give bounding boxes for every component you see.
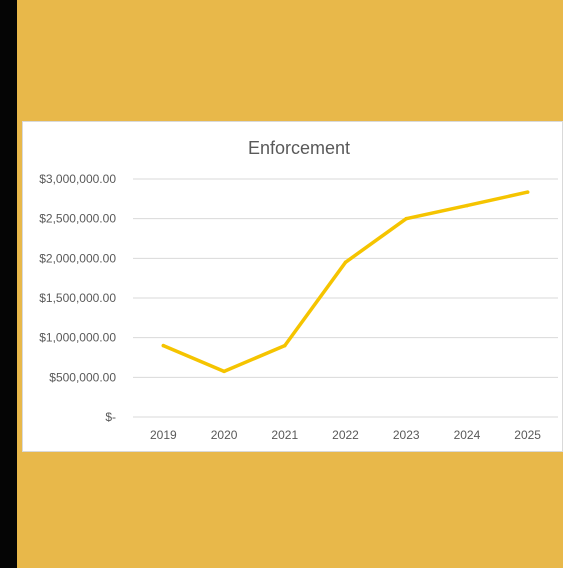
left-edge-panel (0, 0, 17, 568)
x-tick-label: 2022 (332, 428, 359, 442)
x-tick-label: 2021 (271, 428, 298, 442)
data-point (283, 343, 287, 348)
x-tick-label: 2025 (514, 428, 541, 442)
x-tick-label: 2020 (211, 428, 238, 442)
data-point (465, 203, 469, 208)
y-tick-label: $1,500,000.00 (39, 291, 116, 305)
y-tick-label: $2,500,000.00 (39, 212, 116, 226)
series-lines (161, 190, 530, 374)
data-point (343, 260, 348, 265)
y-tick-label: $1,000,000.00 (39, 331, 116, 345)
y-tick-label: $500,000.00 (49, 370, 116, 384)
chart-card: Enforcement $- $500,000.00 $1,000,000.00 $1… (22, 121, 563, 452)
data-point (161, 343, 166, 348)
x-tick-label: 2024 (454, 428, 481, 442)
y-tick-label: $2,000,000.00 (39, 251, 116, 265)
x-tick-label: 2023 (393, 428, 420, 442)
x-axis-ticks: 2019 2020 2021 2022 2023 2024 2025 (150, 428, 541, 442)
data-point (525, 190, 530, 194)
x-tick-label: 2019 (150, 428, 177, 442)
y-tick-label: $3,000,000.00 (39, 172, 116, 186)
data-point (404, 216, 408, 221)
y-axis-ticks: $- $500,000.00 $1,000,000.00 $1,500,000.00 $… (39, 172, 116, 424)
chart-title: Enforcement (248, 138, 350, 158)
data-point (222, 369, 226, 374)
chart-svg: Enforcement $- $500,000.00 $1,000,000.00 $1… (39, 138, 558, 442)
y-tick-label: $- (105, 410, 116, 424)
grid-lines (133, 178, 558, 418)
